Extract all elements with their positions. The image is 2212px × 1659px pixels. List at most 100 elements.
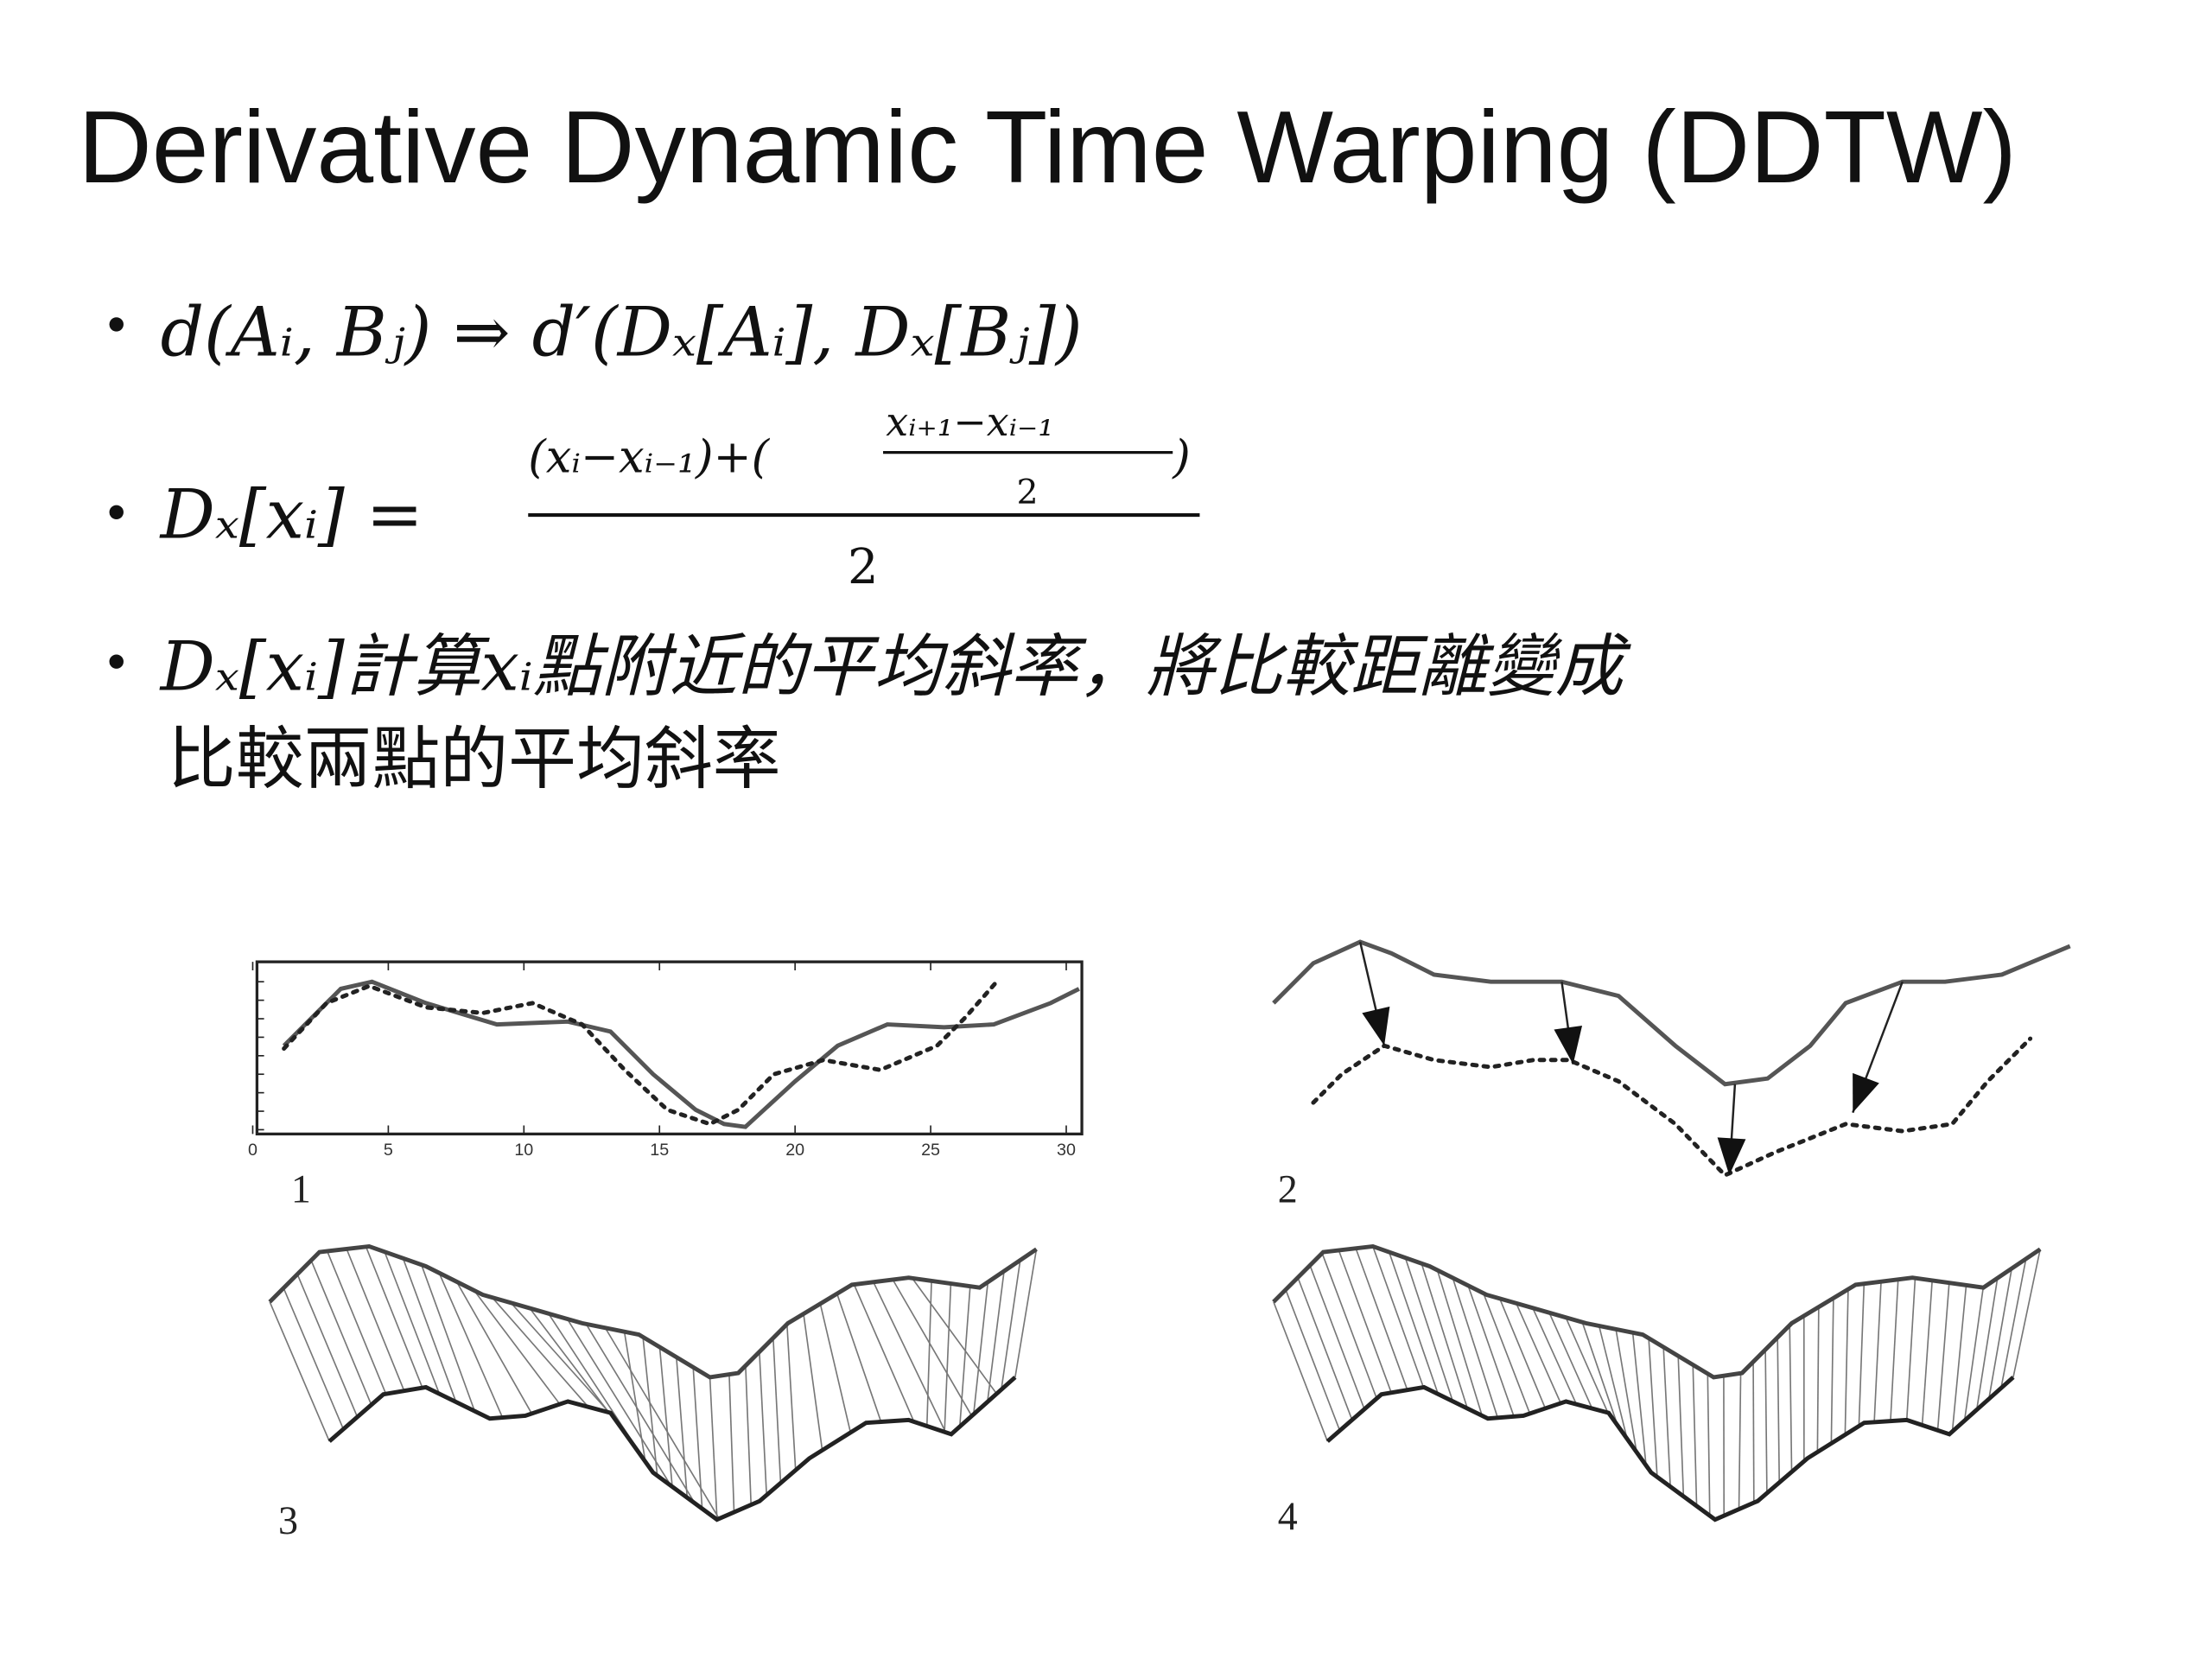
warp-link xyxy=(1858,1283,1866,1427)
warp-link xyxy=(944,1283,952,1433)
warp-link xyxy=(745,1365,753,1505)
curve xyxy=(1272,939,2071,1087)
warp-link xyxy=(1372,1246,1425,1388)
figure-label: 1 xyxy=(291,1166,311,1211)
warp-link xyxy=(1905,1278,1916,1421)
curve xyxy=(268,1243,1038,1380)
warp-link xyxy=(1273,1301,1329,1442)
bullet-dot xyxy=(109,317,124,332)
warp-link xyxy=(1764,1349,1768,1494)
warp-link xyxy=(1615,1329,1637,1452)
warp-link xyxy=(1816,1306,1820,1452)
warp-link xyxy=(1309,1265,1365,1410)
bullet-dot xyxy=(109,654,124,669)
warp-link xyxy=(346,1249,405,1392)
warp-link xyxy=(958,1286,971,1427)
warp-link xyxy=(1936,1282,1950,1431)
warp-link xyxy=(473,1289,561,1405)
warp-link xyxy=(1436,1269,1484,1416)
formula-denominator: 2 xyxy=(848,539,879,595)
warp-link xyxy=(1548,1312,1593,1409)
warp-link xyxy=(1631,1332,1647,1466)
warp-link xyxy=(1692,1364,1698,1506)
warp-link xyxy=(1648,1338,1658,1478)
figure-label: 4 xyxy=(1278,1494,1298,1538)
warp-link xyxy=(269,1301,330,1442)
warp-link xyxy=(972,1281,989,1414)
x-tick-label: 20 xyxy=(785,1141,804,1160)
figures: 0 5 10 15 20 25 30 1 2 3 4 xyxy=(248,939,2071,1542)
bullet-text: 比較兩點的平均斜率 xyxy=(168,720,781,799)
arrow-head xyxy=(1554,1026,1583,1065)
warp-link xyxy=(912,1277,998,1395)
warp-link xyxy=(1498,1298,1547,1409)
curve xyxy=(327,1376,1017,1522)
warp-link xyxy=(803,1313,823,1451)
curve xyxy=(282,979,1080,1129)
curve xyxy=(282,979,999,1127)
warp-link xyxy=(1987,1268,2013,1400)
warp-link xyxy=(1516,1302,1562,1404)
warp-link xyxy=(772,1338,782,1484)
formula-numerator: ) xyxy=(1172,431,1191,484)
x-tick-label: 5 xyxy=(384,1141,393,1160)
warp-link xyxy=(676,1357,689,1498)
warp-link xyxy=(1388,1251,1440,1395)
warp-link xyxy=(365,1246,423,1389)
arrow-head xyxy=(1362,1006,1390,1046)
warp-link xyxy=(1483,1293,1531,1414)
warp-link xyxy=(1890,1279,1899,1421)
warp-link xyxy=(438,1272,504,1418)
curve xyxy=(1272,1243,2042,1380)
curve xyxy=(1311,1036,2033,1179)
x-tick-label: 25 xyxy=(921,1141,940,1160)
warp-link xyxy=(1951,1285,1967,1432)
formula-lhs: Dₓ[xᵢ] = xyxy=(159,474,423,554)
x-tick-label: 15 xyxy=(650,1141,669,1160)
warp-link xyxy=(692,1367,703,1510)
warp-link xyxy=(1598,1325,1628,1440)
warp-link xyxy=(1285,1289,1341,1431)
warp-link xyxy=(1421,1262,1469,1409)
formula-numerator: (xᵢ−xᵢ₋₁)+( xyxy=(528,431,770,484)
figure-label: 3 xyxy=(278,1498,298,1542)
arrow-head xyxy=(1717,1137,1746,1176)
formula-inner-denominator: 2 xyxy=(1016,473,1038,512)
bullet-text: d(Aᵢ, Bⱼ) ⇒ d′(Dₓ[Aᵢ], Dₓ[Bⱼ]) xyxy=(161,293,1083,372)
warp-link xyxy=(728,1374,735,1513)
warp-link xyxy=(1532,1307,1578,1405)
warp-link xyxy=(1677,1356,1685,1497)
warp-link xyxy=(925,1281,932,1427)
warp-link xyxy=(1321,1253,1378,1399)
warp-link xyxy=(1565,1317,1609,1414)
arrow-head xyxy=(1853,1072,1879,1113)
figure-label: 2 xyxy=(1278,1166,1298,1211)
warp-link xyxy=(1338,1249,1392,1394)
warp-link xyxy=(1873,1281,1882,1422)
warp-link xyxy=(420,1264,476,1412)
warp-link xyxy=(819,1303,852,1433)
warp-link xyxy=(1662,1346,1671,1487)
warp-link xyxy=(1777,1337,1781,1483)
warp-link xyxy=(1844,1289,1849,1435)
warp-link xyxy=(892,1279,973,1417)
warp-link xyxy=(1921,1280,1933,1426)
warp-link xyxy=(642,1337,658,1476)
warp-link xyxy=(1752,1362,1755,1503)
warp-link xyxy=(455,1281,533,1414)
x-tick-label: 0 xyxy=(248,1141,257,1160)
warp-link xyxy=(986,1270,1005,1402)
warp-link xyxy=(1297,1277,1353,1421)
warp-link xyxy=(709,1376,718,1520)
warp-link xyxy=(836,1293,882,1422)
warp-link xyxy=(585,1323,696,1504)
warp-link xyxy=(1355,1248,1408,1390)
warp-link xyxy=(326,1250,387,1395)
warp-link xyxy=(296,1274,359,1418)
warp-link xyxy=(1830,1298,1834,1444)
warp-link xyxy=(1975,1278,1999,1410)
warp-link xyxy=(1404,1257,1454,1402)
warp-link xyxy=(1963,1287,1985,1421)
